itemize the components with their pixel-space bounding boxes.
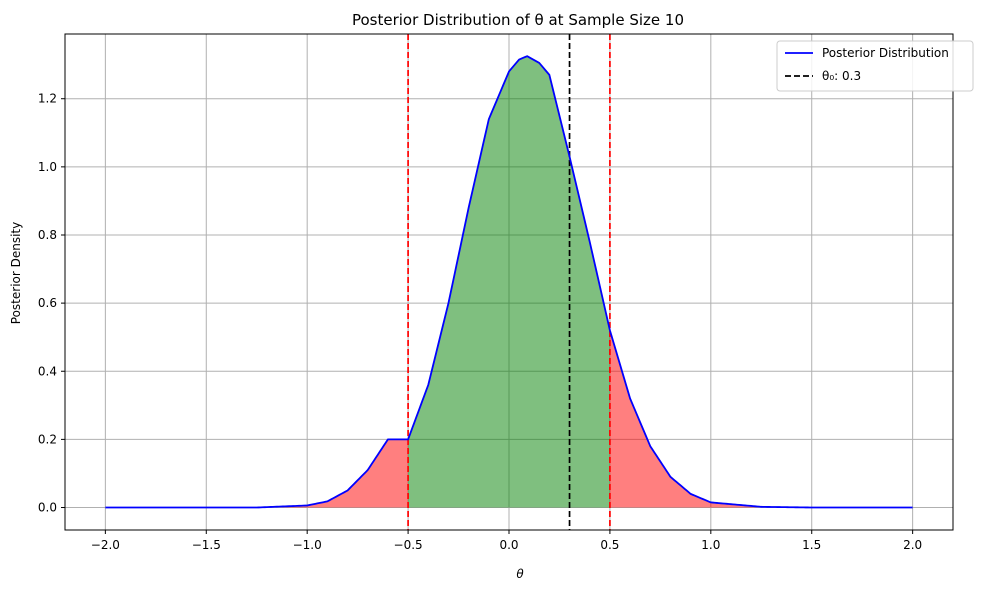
x-tick-label: 1.0 (701, 538, 720, 552)
y-tick-label: 0.0 (38, 501, 57, 515)
x-tick-label: −1.5 (192, 538, 221, 552)
x-tick-label: −1.0 (293, 538, 322, 552)
legend-label-theta0: θ₀: 0.3 (822, 69, 861, 83)
x-tick-label: 1.5 (802, 538, 821, 552)
reference-lines (407, 34, 611, 530)
y-tick-label: 1.2 (38, 92, 57, 106)
y-tick-label: 0.2 (38, 432, 57, 446)
shaded-region (408, 56, 610, 508)
x-tick-label: −2.0 (91, 538, 120, 552)
series-lines (105, 55, 913, 509)
shaded-region (609, 330, 913, 508)
legend: Posterior Distribution θ₀: 0.3 (776, 40, 974, 92)
y-axis-label: Posterior Density (9, 222, 23, 324)
chart-title: Posterior Distribution of θ at Sample Si… (352, 11, 684, 29)
x-tick-label: 0.0 (499, 538, 518, 552)
y-axis-ticks: 0.0 0.2 0.4 0.6 0.8 1.0 1.2 (38, 92, 65, 515)
legend-box (776, 40, 974, 92)
x-tick-label: 2.0 (903, 538, 922, 552)
x-axis-label: θ (516, 567, 524, 581)
shaded-regions (105, 56, 913, 508)
y-tick-label: 0.6 (38, 296, 57, 310)
x-axis-ticks: −2.0 −1.5 −1.0 −0.5 0.0 0.5 1.0 1.5 2.0 (91, 530, 922, 552)
y-tick-label: 0.4 (38, 364, 57, 378)
x-tick-label: 0.5 (600, 538, 619, 552)
x-tick-label: −0.5 (394, 538, 423, 552)
posterior-line (105, 55, 913, 509)
shaded-region (105, 439, 409, 508)
legend-label-posterior: Posterior Distribution (822, 46, 949, 60)
y-tick-label: 0.8 (38, 228, 57, 242)
y-tick-label: 1.0 (38, 160, 57, 174)
